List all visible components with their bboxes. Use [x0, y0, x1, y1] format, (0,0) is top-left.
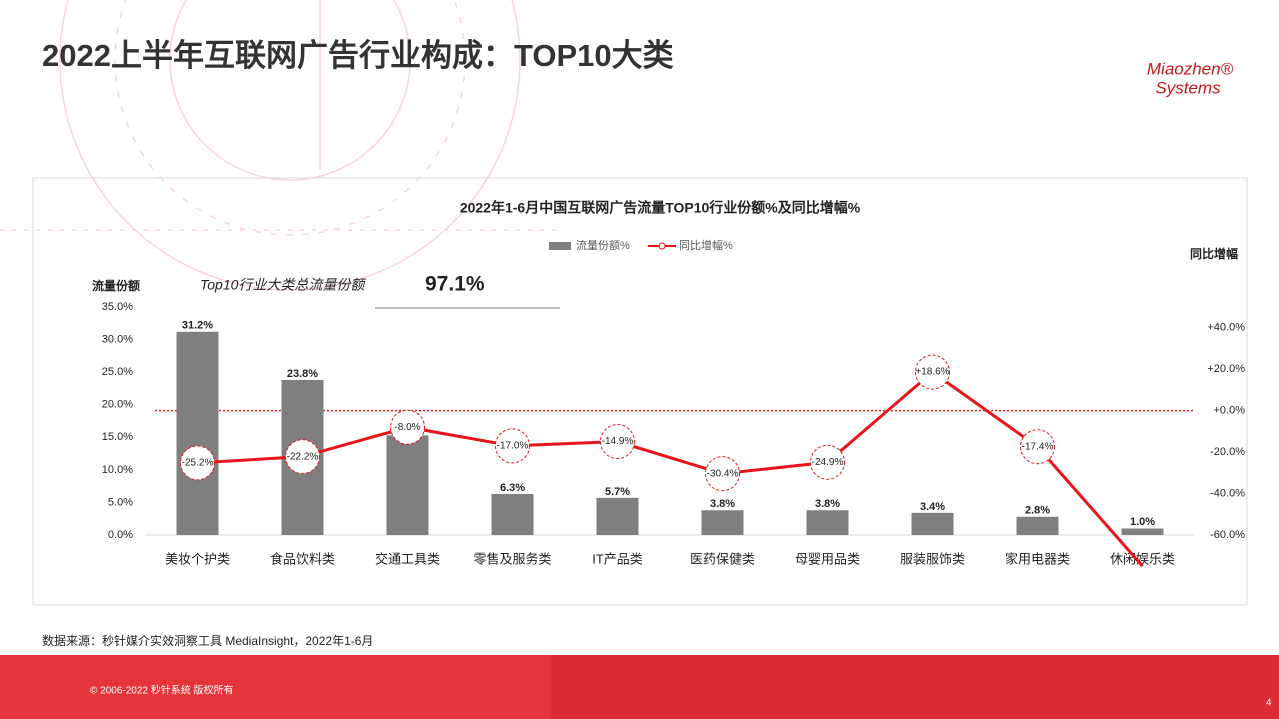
x-tick-label: 美妆个护类 [165, 551, 230, 566]
legend-swatch [549, 242, 571, 250]
y-tick-label: 0.0% [108, 529, 133, 541]
y-tick-label: 15.0% [102, 431, 133, 443]
y2-tick-label: -60.0% [1210, 529, 1245, 541]
line-marker [915, 354, 950, 390]
line-value-label: -24.9% [812, 457, 844, 468]
bar-value-label: 5.7% [605, 486, 630, 498]
footer-band [550, 655, 1279, 719]
x-tick-label: 医药保健类 [690, 551, 755, 566]
decoration [0, 0, 560, 291]
x-tick-label: 家用电器类 [1005, 551, 1070, 566]
line-marker [1020, 429, 1055, 465]
y-tick-label: 35.0% [102, 301, 133, 313]
bar [701, 510, 744, 535]
x-tick-label: 母婴用品类 [795, 551, 860, 566]
bar-value-label: 23.8% [287, 368, 318, 380]
line-value-label: -8.0% [394, 422, 420, 433]
annotation: Top10行业大类总流量份额 [200, 277, 367, 293]
page-number: 4 [1266, 698, 1272, 709]
line [197, 370, 1144, 568]
bar [1016, 516, 1059, 535]
line-marker [390, 409, 425, 445]
line-value-label: -22.2% [287, 451, 319, 462]
bar [386, 435, 429, 535]
y-axis-label: 流量份额 [92, 278, 140, 293]
y2-tick-label: +20.0% [1207, 363, 1245, 375]
logo: Systems [1155, 78, 1221, 97]
legend-label: 同比增幅% [679, 238, 733, 252]
legend-label: 流量份额% [576, 238, 630, 252]
bar [176, 331, 219, 535]
chart: 0.0% 5.0% 10.0% 15.0% 20.0% 25.0% 30.0% 35.0% -6… [102, 238, 1246, 568]
copyright: © 2006-2022 秒针系统 版权所有 [90, 684, 234, 697]
y-tick-label: 25.0% [102, 366, 133, 378]
legend-swatch [658, 242, 666, 250]
x-tick-label: 食品饮料类 [270, 551, 335, 566]
bar [1121, 528, 1164, 535]
y2-tick-label: +40.0% [1207, 322, 1245, 334]
x-tick-label: 休闲娱乐类 [1110, 551, 1175, 566]
bar [491, 493, 534, 535]
y2-tick-label: -40.0% [1210, 487, 1245, 499]
x-tick-label: 交通工具类 [375, 551, 440, 566]
source: 数据来源：秒针媒介实效洞察工具 MediaInsight，2022年1-6月 [42, 633, 373, 648]
bar-value-label: 31.2% [182, 320, 213, 332]
line-marker [705, 456, 740, 492]
line-marker [810, 444, 845, 480]
y-tick-label: 5.0% [108, 496, 133, 508]
x-tick-label: 服装服饰类 [900, 551, 965, 566]
x-tick-label: 零售及服务类 [473, 551, 551, 566]
y-tick-label: 10.0% [102, 464, 133, 476]
chart-frame [32, 177, 1248, 606]
y-tick-label: 20.0% [102, 399, 133, 411]
bar [911, 512, 954, 535]
bar [596, 497, 639, 535]
bar-value-label: 6.3% [500, 482, 525, 494]
y-tick-label: 30.0% [102, 333, 133, 345]
line-value-label: -14.9% [602, 436, 634, 447]
bar-value-label: 1.0% [1130, 516, 1155, 528]
y2-tick-label: +0.0% [1214, 405, 1246, 417]
line-marker [180, 445, 215, 481]
line-value-label: -17.4% [1022, 441, 1054, 452]
chart-title: 2022年1-6月中国互联网广告流量TOP10行业份额%及同比增幅% [460, 200, 861, 216]
slide-title: 2022上半年互联网广告行业构成：TOP10大类 [42, 38, 674, 73]
bar-value-label: 3.4% [920, 501, 945, 513]
annotation-value: 97.1% [425, 273, 485, 296]
line-value-label: +18.6% [915, 367, 949, 378]
line-value-label: -17.0% [497, 441, 529, 452]
line-marker [495, 428, 530, 464]
line-marker [285, 439, 320, 475]
line-value-label: -25.2% [182, 458, 214, 469]
bar [806, 510, 849, 535]
line-value-label: -30.4% [707, 468, 739, 479]
logo: Miaozhen® [1147, 59, 1234, 78]
line-marker [600, 424, 635, 460]
y2-axis-label: 同比增幅 [1190, 246, 1238, 261]
y2-tick-label: -20.0% [1210, 446, 1245, 458]
bar-value-label: 3.8% [710, 498, 735, 510]
x-tick-label: IT产品类 [592, 551, 643, 566]
bar-value-label: 3.8% [815, 498, 840, 510]
bar-value-label: 2.8% [1025, 505, 1050, 517]
